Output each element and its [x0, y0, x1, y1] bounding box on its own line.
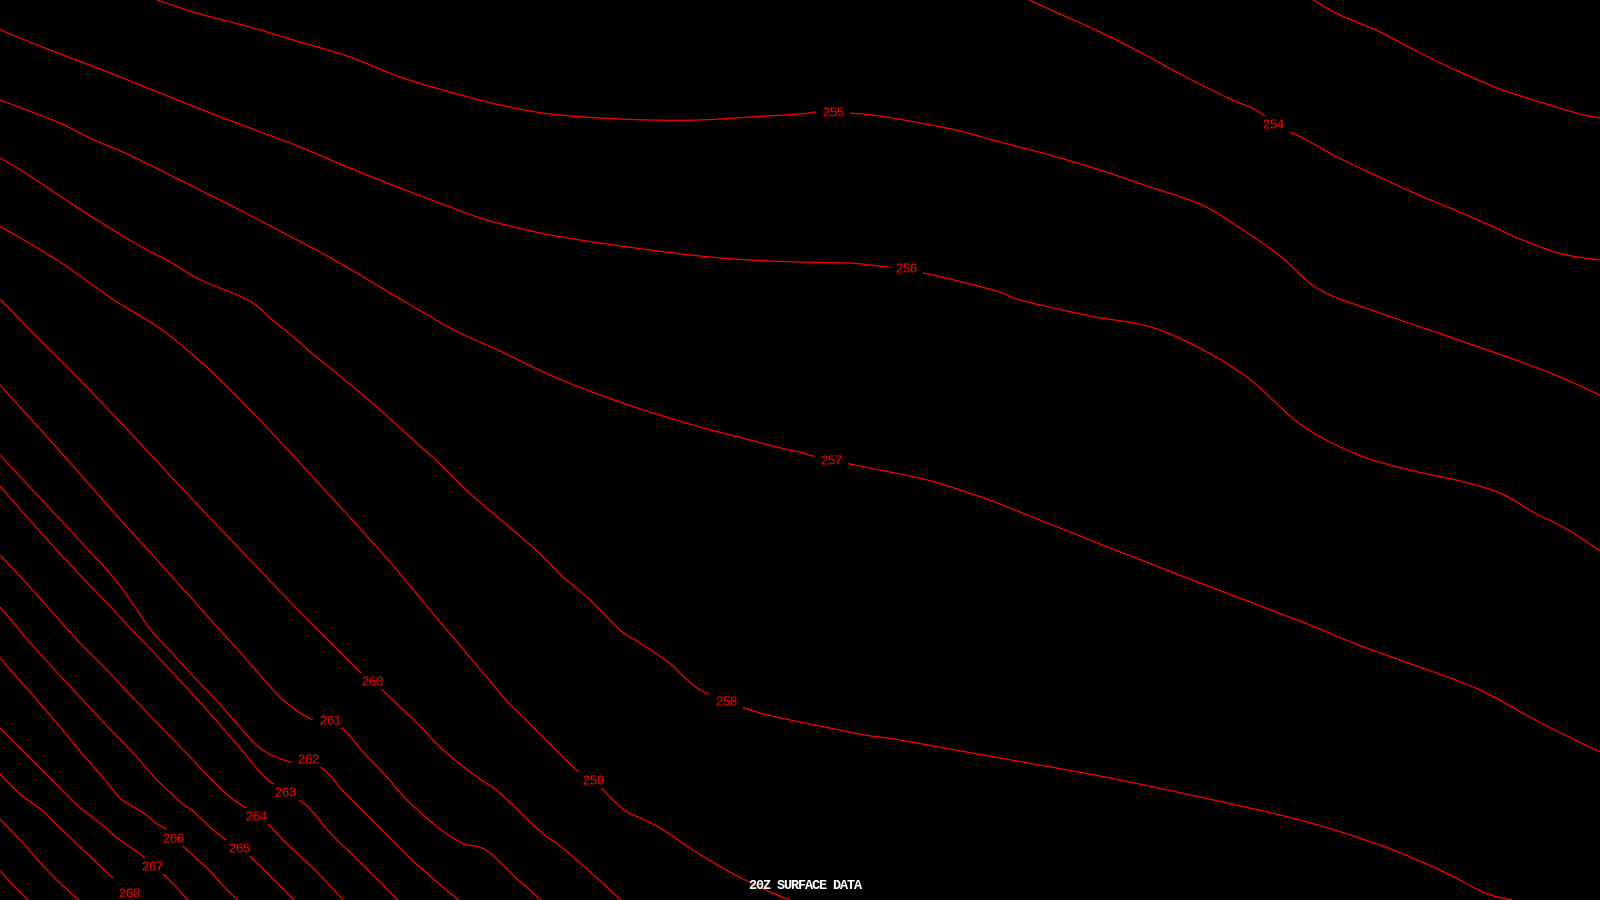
svg-text:261: 261 [319, 715, 341, 730]
svg-text:265: 265 [228, 843, 250, 858]
svg-text:264: 264 [245, 811, 267, 826]
svg-text:258: 258 [715, 696, 737, 711]
svg-text:263: 263 [274, 787, 296, 802]
svg-text:262: 262 [297, 754, 319, 769]
svg-text:254: 254 [1262, 119, 1284, 134]
svg-text:256: 256 [895, 263, 917, 278]
svg-text:257: 257 [820, 455, 842, 470]
svg-text:266: 266 [162, 833, 184, 848]
svg-text:268: 268 [118, 888, 140, 900]
svg-text:260: 260 [361, 676, 383, 691]
svg-text:20Z SURFACE DATA: 20Z SURFACE DATA [749, 879, 863, 894]
svg-text:267: 267 [141, 861, 163, 876]
svg-text:259: 259 [582, 775, 604, 790]
svg-text:255: 255 [822, 107, 844, 122]
